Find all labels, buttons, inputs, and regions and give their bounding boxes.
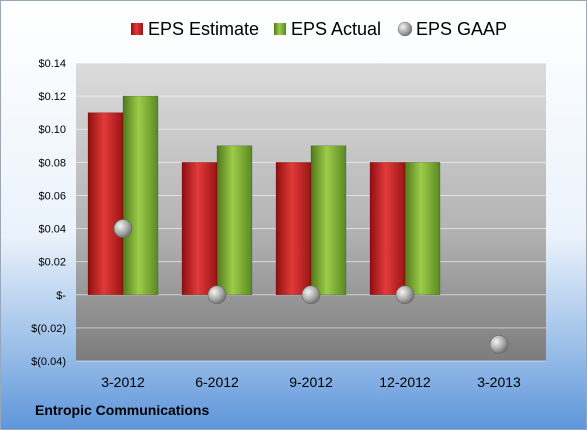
y-axis-ticks: $0.14 $0.12 $0.10 $0.08 $0.06 $0.04 $0.02 $- $(0… [31,58,66,368]
gaap-marker [395,285,415,305]
gaap-markers [113,219,509,354]
x-tick-label: 3-2012 [101,374,145,390]
legend-label: EPS GAAP [416,19,507,39]
legend-swatch [131,23,143,35]
bar-eps-estimate [369,162,406,296]
x-axis-ticks: 3-2012 6-2012 9-2012 12-2012 3-2013 [101,374,521,390]
legend-swatch [397,21,413,37]
bar-eps-estimate [87,112,124,296]
x-tick-label: 9-2012 [289,374,333,390]
gaap-marker [207,285,227,305]
bar-eps-actual [310,145,347,296]
legend-swatch [274,23,286,35]
y-tick-label: $- [56,290,66,302]
y-tick-label: $0.10 [38,124,66,136]
y-tick-label: $0.12 [38,91,66,103]
gaap-marker [301,285,321,305]
y-tick-label: $0.06 [38,190,66,202]
legend-label: EPS Actual [291,19,381,39]
y-tick-label: $0.02 [38,257,66,269]
bar-eps-actual [216,145,253,296]
y-tick-label: $0.08 [38,157,66,169]
y-tick-label: $0.04 [38,224,66,236]
y-tick-label: $(0.02) [31,323,66,335]
bar-eps-actual [122,95,159,296]
bar-eps-actual [404,162,441,296]
gaap-marker [113,219,133,238]
gaap-marker [489,335,509,354]
y-tick-label: $(0.04) [31,356,66,368]
y-tick-label: $0.14 [38,58,66,70]
x-tick-label: 6-2012 [195,374,239,390]
legend: EPS Estimate EPS Actual EPS GAAP [131,19,507,39]
x-tick-label: 12-2012 [379,374,431,390]
bar-eps-estimate [181,162,218,296]
bars [87,95,441,296]
x-tick-label: 3-2013 [477,374,521,390]
company-name: Entropic Communications [35,402,210,418]
legend-label: EPS Estimate [148,19,259,39]
bar-eps-estimate [275,162,312,296]
